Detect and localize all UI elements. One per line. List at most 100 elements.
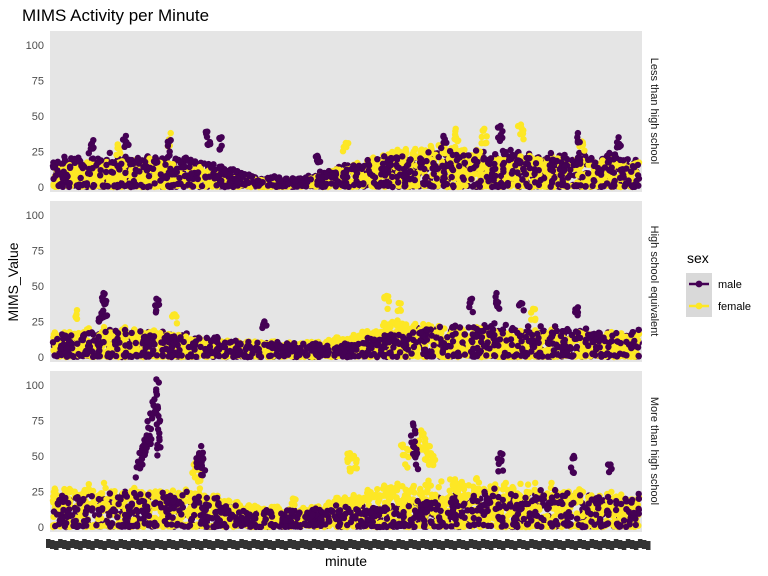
data-point-male	[68, 155, 75, 162]
data-point-male	[572, 182, 580, 189]
data-point-male	[507, 146, 514, 154]
data-point-male	[381, 172, 389, 179]
data-point-male	[589, 182, 596, 189]
data-point-male	[499, 181, 507, 189]
data-point-male	[435, 153, 442, 161]
data-point-male	[546, 162, 553, 169]
data-point-male	[149, 165, 157, 172]
data-point-male	[329, 172, 336, 179]
data-point-male	[267, 181, 274, 188]
data-point-male	[450, 183, 457, 190]
data-point-male	[103, 161, 110, 169]
data-point-male	[127, 161, 134, 168]
data-point-male	[108, 168, 115, 175]
data-point-male	[440, 182, 447, 189]
data-point-male	[164, 142, 172, 149]
data-point-male	[255, 182, 262, 189]
data-point-male	[628, 182, 635, 189]
data-point-male	[180, 183, 187, 191]
data-point-male	[166, 148, 173, 155]
data-point-male	[106, 149, 114, 157]
data-point-male	[590, 162, 598, 170]
data-point-male	[563, 182, 570, 190]
data-point-male	[477, 177, 484, 185]
data-point-male	[176, 174, 183, 182]
data-point-male	[440, 132, 447, 140]
data-point-male	[97, 167, 104, 174]
data-point-male	[472, 147, 480, 154]
data-point-male	[582, 183, 589, 190]
data-point-male	[574, 139, 582, 146]
data-point-male	[226, 182, 233, 190]
data-point-male	[486, 160, 493, 168]
data-point-male	[208, 164, 215, 171]
data-point-male	[461, 159, 469, 167]
data-point-male	[116, 166, 123, 173]
data-point-male	[411, 170, 419, 177]
data-point-male	[274, 175, 281, 182]
data-point-male	[549, 156, 557, 163]
data-point-female	[452, 125, 459, 132]
data-point-male	[608, 183, 615, 190]
data-point-male	[188, 170, 195, 177]
data-point-male	[218, 142, 225, 149]
data-point-female	[581, 147, 588, 154]
data-point-male	[318, 174, 325, 181]
data-point-male	[204, 128, 211, 135]
data-point-female	[483, 139, 490, 147]
data-point-male	[440, 168, 448, 176]
data-point-male	[423, 157, 430, 165]
data-point-male	[389, 183, 396, 191]
data-point-male	[198, 182, 206, 190]
data-point-male	[89, 155, 97, 162]
data-point-male	[166, 183, 173, 191]
data-point-female	[410, 148, 417, 155]
data-point-male	[90, 137, 97, 144]
data-point-male	[66, 163, 74, 170]
data-point-female	[462, 182, 469, 189]
data-point-male	[140, 163, 147, 171]
data-point-male	[568, 157, 576, 164]
data-point-male	[402, 172, 409, 180]
data-point-male	[90, 144, 97, 151]
data-point-male	[119, 181, 126, 189]
data-point-male	[132, 166, 139, 173]
y-tick-label: 75	[32, 76, 44, 88]
data-point-male	[123, 139, 130, 146]
data-point-male	[486, 174, 493, 182]
data-point-male	[49, 162, 57, 170]
data-point-male	[344, 173, 351, 181]
data-point-male	[617, 142, 624, 149]
data-point-male	[316, 168, 324, 175]
data-point-female	[114, 141, 121, 148]
data-point-male	[234, 178, 241, 185]
data-point-male	[273, 183, 280, 190]
data-point-male	[381, 166, 389, 173]
data-point-male	[440, 139, 447, 146]
data-point-male	[558, 172, 565, 179]
data-point-male	[379, 160, 387, 167]
data-point-male	[497, 172, 505, 180]
data-point-male	[480, 156, 487, 163]
data-point-male	[496, 137, 504, 145]
data-point-male	[425, 149, 432, 156]
data-point-male	[332, 183, 340, 190]
data-point-male	[61, 156, 69, 164]
data-point-male	[467, 165, 474, 173]
data-point-male	[468, 176, 475, 183]
data-point-male	[430, 170, 437, 177]
data-point-male	[356, 181, 363, 189]
data-point-male	[502, 149, 509, 156]
data-point-female	[519, 130, 527, 137]
data-point-male	[159, 175, 166, 182]
data-point-male	[145, 172, 153, 180]
data-point-male	[144, 183, 151, 191]
data-point-female	[517, 121, 525, 128]
data-point-male	[585, 170, 592, 177]
y-tick-label: 50	[32, 111, 44, 123]
data-point-male	[79, 161, 87, 169]
data-point-male	[353, 166, 361, 173]
data-point-male	[77, 174, 84, 182]
data-point-male	[471, 181, 478, 189]
data-point-male	[560, 153, 568, 160]
